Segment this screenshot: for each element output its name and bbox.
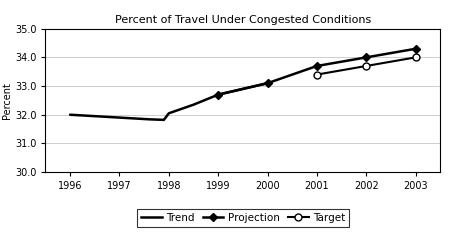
Title: Percent of Travel Under Congested Conditions: Percent of Travel Under Congested Condit… <box>115 15 371 25</box>
Legend: Trend, Projection, Target: Trend, Projection, Target <box>137 209 349 227</box>
Y-axis label: Percent: Percent <box>2 82 12 119</box>
